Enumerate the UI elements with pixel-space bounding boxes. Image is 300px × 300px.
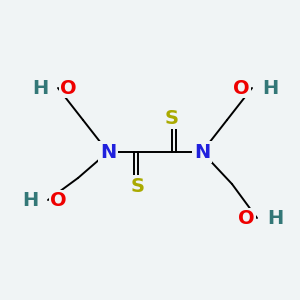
Text: S: S <box>165 109 179 128</box>
Text: N: N <box>100 142 116 161</box>
Text: N: N <box>194 142 210 161</box>
Text: H: H <box>22 190 38 209</box>
Text: O: O <box>60 79 76 98</box>
Text: H: H <box>262 79 278 98</box>
Text: H: H <box>267 208 283 227</box>
Text: O: O <box>238 208 255 227</box>
Text: O: O <box>50 190 67 209</box>
Text: H: H <box>32 79 48 98</box>
Text: O: O <box>233 79 250 98</box>
Text: S: S <box>131 176 145 196</box>
